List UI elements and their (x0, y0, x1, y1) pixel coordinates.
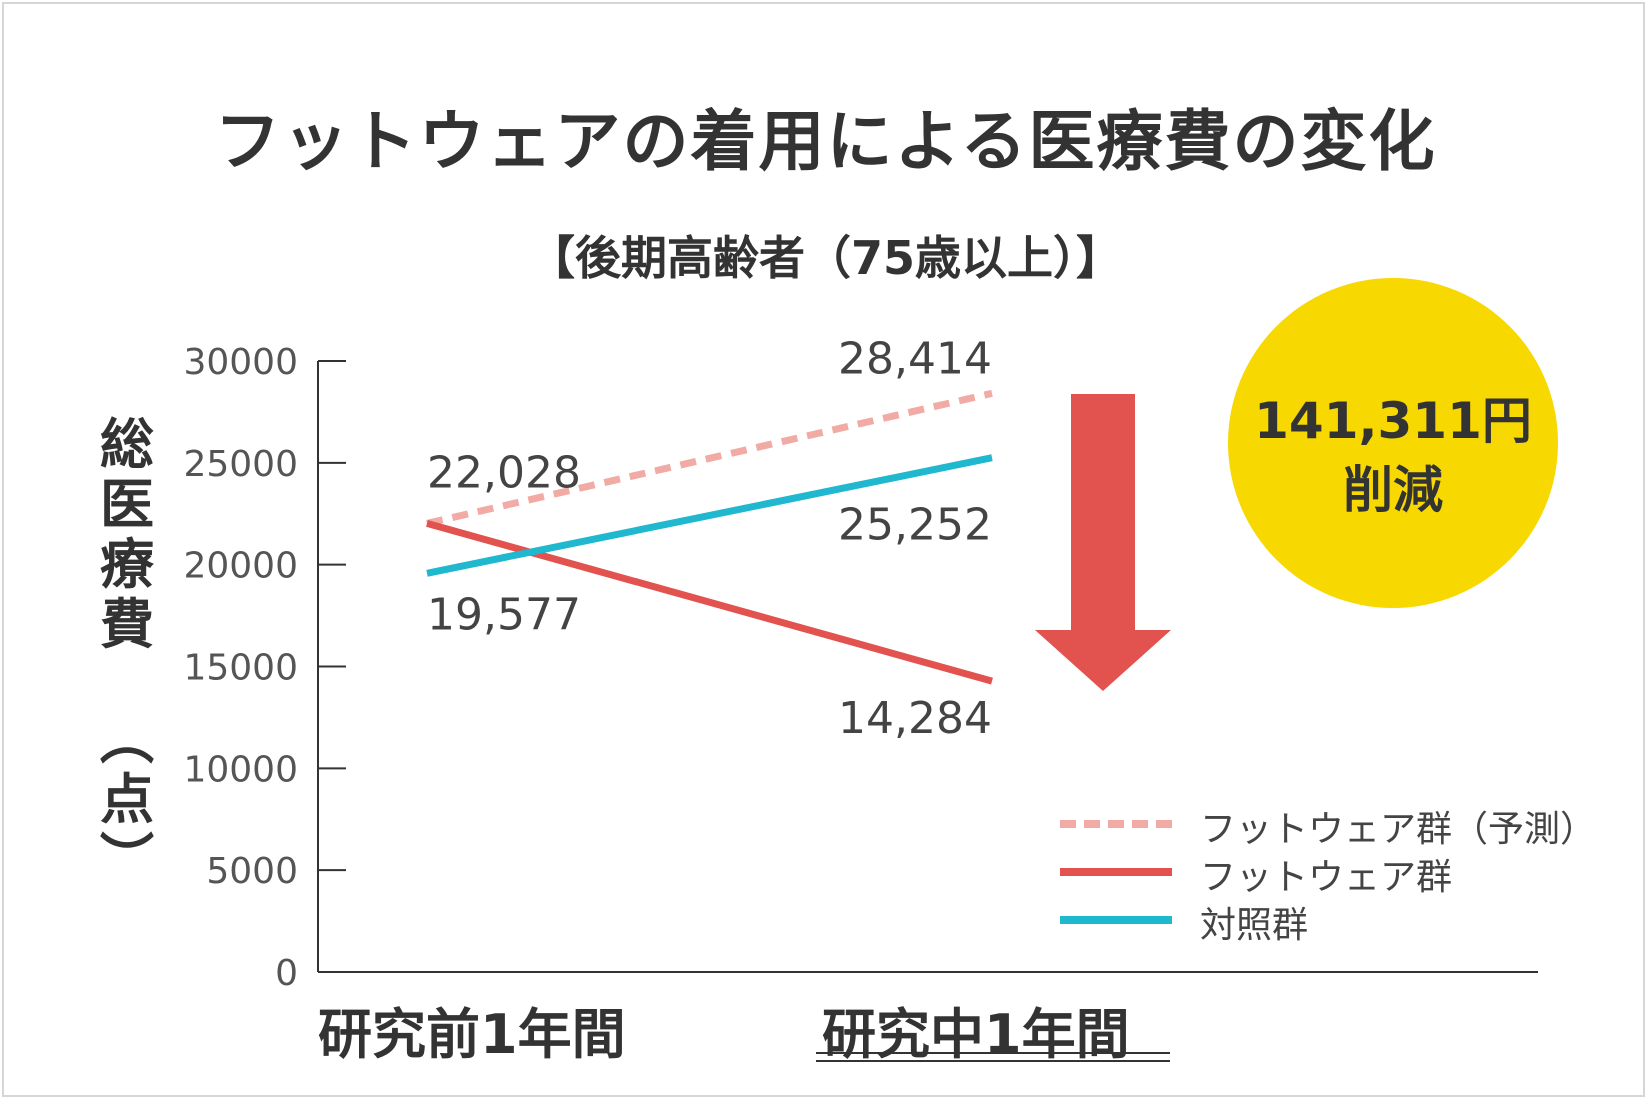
data-label: 14,284 (838, 693, 992, 744)
y-tick-label: 10000 (183, 749, 298, 790)
series-line-1 (426, 519, 993, 685)
y-axis-unit: ︵ 点 ︶ (92, 710, 162, 890)
savings-amount: 141,311円 (1254, 392, 1532, 450)
x-category-during-underline (816, 1052, 1170, 1062)
legend-label-footwear-predicted: フットウェア群（予測） (1200, 809, 1597, 850)
y-tick-label: 25000 (183, 444, 298, 485)
x-category-during: 研究中1年間 (822, 1003, 1130, 1066)
y-tick-label: 5000 (206, 851, 298, 892)
y-axis-label: 総医療費 (92, 415, 162, 655)
data-label: 22,028 (427, 447, 581, 498)
legend-swatch-control (1060, 916, 1172, 924)
legend-swatch-footwear (1060, 868, 1172, 876)
data-label: 28,414 (838, 333, 992, 384)
legend-item-footwear-predicted: フットウェア群（予測） (1060, 800, 1620, 850)
legend-swatch-footwear-predicted (1060, 820, 1172, 828)
y-tick-label: 15000 (183, 648, 298, 689)
legend-label-footwear: フットウェア群 (1200, 857, 1453, 898)
series-line-0 (426, 389, 993, 527)
savings-badge: 141,311円 削減 (1228, 278, 1558, 608)
y-axis-label-text: 総医療費 (100, 413, 154, 656)
decrease-arrow (1035, 394, 1171, 691)
legend-item-control: 対照群 (1060, 896, 1620, 946)
y-tick-label: 30000 (183, 342, 298, 383)
data-label: 25,252 (838, 500, 992, 551)
chart-title: フットウェアの着用による医療費の変化 (214, 103, 1437, 180)
data-label: 19,577 (427, 589, 581, 640)
series-line-2 (426, 454, 993, 577)
y-tick-label: 20000 (183, 546, 298, 587)
legend-label-control: 対照群 (1200, 905, 1309, 946)
chart-subtitle: 【後期高齢者（75歳以上）】 (528, 231, 1122, 285)
y-tick-label: 0 (275, 953, 298, 994)
savings-label: 削減 (1343, 461, 1443, 519)
x-category-before: 研究前1年間 (318, 1003, 626, 1066)
legend-item-footwear: フットウェア群 (1060, 848, 1620, 898)
y-axis-unit-text: ︵ 点 ︶ (100, 708, 154, 891)
